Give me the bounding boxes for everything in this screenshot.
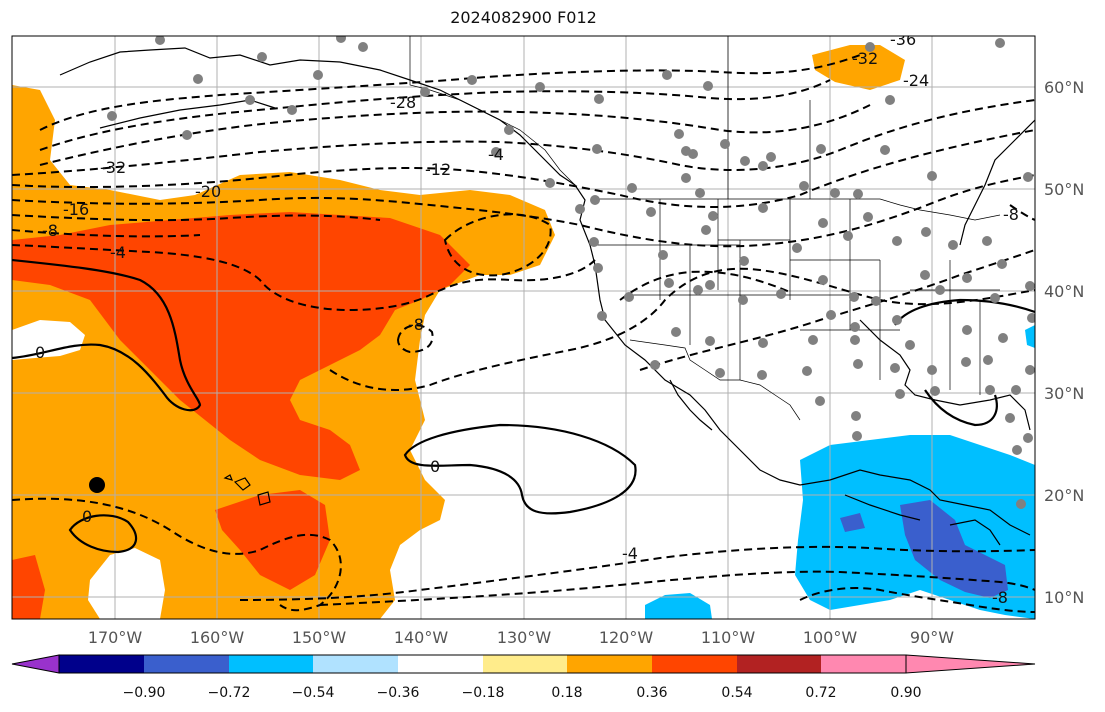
colorbar-tick-label: 0.18: [551, 685, 582, 701]
station-dots: [107, 36, 1035, 509]
contour-label: -32: [852, 49, 878, 68]
map-plot-area: -32 -36 -24 -28 -4 -12 -32 -20 -16 -8 -4…: [12, 30, 1035, 619]
colorbar-segment: [821, 655, 906, 673]
lat-label: 60°N: [1044, 78, 1084, 97]
colorbar-ticks: −0.90 −0.72 −0.54 −0.36 −0.18 0.18 0.36 …: [123, 685, 922, 701]
contour-label: -4: [488, 145, 504, 164]
contour-label: -32: [100, 158, 126, 177]
colorbar-segment: [483, 655, 567, 673]
contour-label: -4: [110, 243, 126, 262]
colorbar-segment: [737, 655, 821, 673]
negative-anomaly-light-blue-region-2: [645, 593, 712, 619]
lon-label: 160°W: [190, 628, 245, 647]
positive-anomaly-red-region: [12, 212, 470, 480]
contour-label: -8: [992, 588, 1008, 607]
colorbar-tick-label: 0.36: [636, 685, 667, 701]
contour-label: -12: [425, 160, 451, 179]
colorbar-segment: [652, 655, 737, 673]
map-frame: [11, 35, 1036, 620]
white-gap-south: [88, 548, 165, 619]
colorbar-tick-label: −0.90: [123, 685, 166, 701]
longitude-labels: 170°W 160°W 150°W 140°W 130°W 120°W 110°…: [88, 628, 954, 647]
colorbar-extend-left: [11, 654, 60, 674]
white-gap-west: [12, 320, 85, 360]
colorbar-segment: [567, 655, 652, 673]
location-marker: [89, 477, 105, 493]
contour-label: -8: [408, 315, 424, 334]
negative-anomaly-dark-blue-region-2: [840, 513, 865, 532]
lon-label: 110°W: [701, 628, 756, 647]
contour-label: -8: [1003, 205, 1019, 224]
dashed-contours: [12, 54, 1035, 613]
colorbar-segment: [313, 655, 398, 673]
contour-label: 0: [35, 343, 45, 362]
lat-label: 10°N: [1044, 588, 1084, 607]
contour-label: 0: [430, 457, 440, 476]
colorbar-tick-label: −0.72: [208, 685, 251, 701]
contour-label: -8: [42, 221, 58, 240]
lon-label: 150°W: [292, 628, 347, 647]
contour-labels: -32 -36 -24 -28 -4 -12 -32 -20 -16 -8 -4…: [35, 30, 1019, 607]
colorbar-tick-label: −0.54: [292, 685, 335, 701]
colorbar-segment: [229, 655, 313, 673]
colorbar-tick-label: −0.36: [377, 685, 420, 701]
map-title: 2024082900 F012: [450, 8, 597, 27]
lat-label: 50°N: [1044, 180, 1084, 199]
negative-anomaly-light-blue-region-3: [1025, 325, 1035, 348]
lon-label: 170°W: [88, 628, 143, 647]
contour-label: 0: [82, 507, 92, 526]
colorbar-tick-label: 0.72: [805, 685, 836, 701]
lat-label: 40°N: [1044, 282, 1084, 301]
lon-label: 90°W: [910, 628, 954, 647]
negative-anomaly-dark-blue-region: [900, 500, 1008, 598]
colorbar: −0.90 −0.72 −0.54 −0.36 −0.18 0.18 0.36 …: [11, 654, 1036, 701]
colorbar-segment: [398, 655, 483, 673]
lon-label: 140°W: [394, 628, 449, 647]
lon-label: 130°W: [497, 628, 552, 647]
lon-label: 120°W: [599, 628, 654, 647]
contour-label: -28: [390, 93, 416, 112]
contour-label: -24: [903, 71, 929, 90]
lat-label: 20°N: [1044, 486, 1084, 505]
colorbar-extend-right-tip: [905, 654, 1036, 674]
colorbar-segment: [59, 655, 144, 673]
colorbar-segment: [144, 655, 229, 673]
latitude-labels: 60°N 50°N 40°N 30°N 20°N 10°N: [1044, 78, 1084, 607]
colorbar-outline: [58, 654, 907, 674]
contour-label: -16: [63, 200, 89, 219]
solid-zero-contours: [12, 258, 1035, 554]
lat-label: 30°N: [1044, 384, 1084, 403]
positive-anomaly-red-region-3: [12, 555, 45, 619]
positive-anomaly-orange-region-2: [812, 45, 905, 90]
contour-label: -36: [890, 30, 916, 49]
contour-label: -20: [195, 182, 221, 201]
positive-anomaly-red-region-2: [215, 490, 330, 590]
colorbar-tick-label: 0.90: [890, 685, 921, 701]
lon-label: 100°W: [803, 628, 858, 647]
colorbar-tick-label: 0.54: [721, 685, 752, 701]
gridlines: [12, 36, 1035, 619]
colorbar-tick-label: −0.18: [462, 685, 505, 701]
contour-label: -4: [622, 544, 638, 563]
